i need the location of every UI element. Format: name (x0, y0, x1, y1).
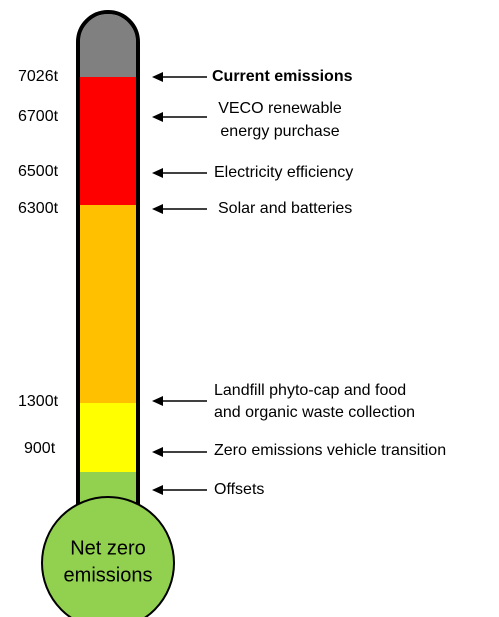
bulb (41, 496, 175, 617)
step-text: Zero emissions vehicle transition (214, 442, 446, 459)
arrow (152, 447, 207, 457)
step-text: Solar and batteries (218, 200, 352, 217)
arrow (152, 168, 207, 178)
step-text: VECO renewable (218, 100, 342, 117)
arrow (152, 396, 207, 406)
step-text: Offsets (214, 481, 264, 498)
band-red (80, 77, 136, 205)
arrow (152, 204, 207, 214)
amount-label: 6700t (18, 108, 59, 125)
amount-label: 7026t (18, 68, 59, 85)
tube-fill (80, 14, 136, 544)
bulb-text: Net zero (70, 537, 146, 559)
step-text: energy purchase (220, 123, 339, 140)
band-orange (80, 205, 136, 403)
arrow (152, 485, 207, 495)
bulb-text: emissions (64, 564, 153, 586)
step-text: Landfill phyto-cap and food (214, 382, 406, 399)
amount-label: 900t (24, 440, 56, 457)
amount-label: 1300t (18, 393, 59, 410)
amount-label: 6300t (18, 200, 59, 217)
arrow (152, 112, 207, 122)
amount-label: 6500t (18, 163, 59, 180)
step-text: Current emissions (212, 68, 353, 85)
step-text: Electricity efficiency (214, 164, 353, 181)
step-text: and organic waste collection (214, 404, 415, 421)
arrow (152, 72, 207, 82)
band-gray (80, 14, 136, 77)
band-yellow (80, 403, 136, 472)
